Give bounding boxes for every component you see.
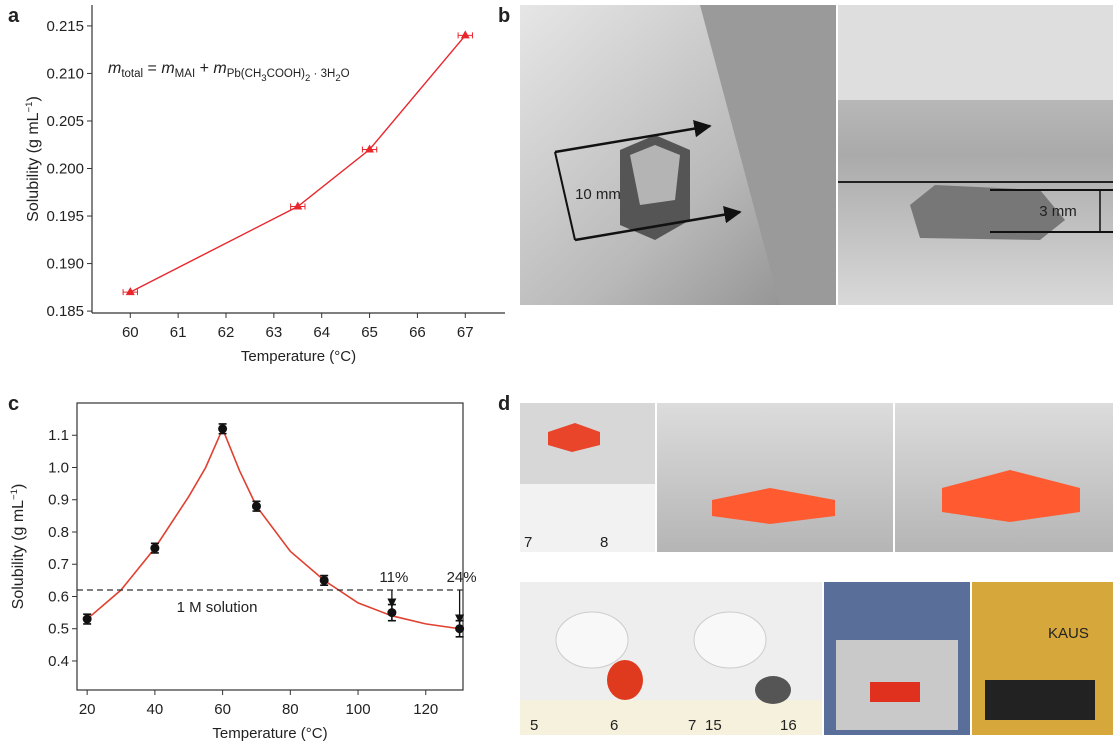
text-part: m	[108, 60, 121, 77]
x-tick-label: 120	[413, 701, 438, 718]
y-tick-label: 0.185	[46, 303, 84, 320]
text-part: MAI	[175, 68, 195, 80]
y-tick-label: 0.210	[46, 65, 84, 82]
x-tick-label: 64	[313, 324, 330, 341]
x-tick-label: 40	[147, 701, 164, 718]
text-part: Solubility (g mL	[10, 500, 27, 609]
y-tick-label: 0.4	[48, 653, 69, 670]
rich-text: mtotal = mMAI + mPb(CH3COOH)2 · 3H2O	[108, 60, 350, 84]
ruler-label: 6	[610, 717, 618, 734]
x-tick-label: 66	[409, 324, 426, 341]
x-axis-label: Temperature (°C)	[241, 348, 356, 365]
photo-d: 7 8 5 6 7 15 16 KAUS	[520, 403, 1113, 735]
panel-label: c	[8, 393, 19, 415]
photo-label: 3 mm	[1039, 203, 1077, 220]
data-point	[455, 624, 464, 633]
rich-text: Solubility (g mL−1)	[24, 96, 42, 222]
panel-label: d	[498, 393, 510, 415]
x-tick-label: 67	[457, 324, 474, 341]
x-tick-label: 60	[214, 701, 231, 718]
data-point	[387, 608, 396, 617]
text-part: m	[161, 60, 174, 77]
data-point	[252, 502, 261, 511]
x-tick-label: 63	[266, 324, 283, 341]
y-tick-label: 1.0	[48, 459, 69, 476]
text-part: O	[341, 68, 350, 80]
y-tick-label: 0.195	[46, 208, 84, 225]
x-tick-label: 65	[361, 324, 378, 341]
figure: 10 mm 3 mm 7 8 5 6 7 15 16 KAUS a b c d …	[0, 0, 1113, 745]
fit-curve	[87, 429, 459, 629]
data-point	[218, 424, 227, 433]
text-part: −1	[24, 102, 35, 113]
x-tick-label: 100	[346, 701, 371, 718]
ruler-label: 16	[780, 717, 797, 734]
drop-label: 24%	[447, 569, 477, 586]
text-part: =	[143, 60, 161, 77]
ruler-label: 8	[600, 534, 608, 551]
ruler-label: 7	[524, 534, 532, 551]
x-tick-label: 60	[122, 324, 139, 341]
text-part: Solubility (g mL	[25, 112, 42, 221]
y-tick-label: 0.8	[48, 524, 69, 541]
y-tick-label: 1.1	[48, 427, 69, 444]
y-tick-label: 0.215	[46, 18, 84, 35]
text-part: )	[10, 484, 27, 489]
photo-label: 10 mm	[575, 186, 621, 203]
text-part: )	[25, 96, 42, 101]
x-tick-label: 62	[218, 324, 235, 341]
data-point	[461, 30, 470, 38]
ruler-label: 15	[705, 717, 722, 734]
data-point	[150, 544, 159, 553]
data-point	[293, 202, 302, 210]
text-part: Pb(CH	[227, 68, 262, 80]
y-tick-label: 0.205	[46, 113, 84, 130]
text-part: −1	[9, 489, 20, 500]
photo-b: 10 mm 3 mm	[520, 5, 1113, 305]
ruler-label: 7	[688, 717, 696, 734]
data-point	[83, 615, 92, 624]
brand-label: KAUS	[1048, 625, 1089, 642]
reference-label: 1 M solution	[177, 599, 258, 616]
drop-label: 11%	[379, 569, 408, 586]
y-tick-label: 0.200	[46, 161, 84, 178]
x-tick-label: 80	[282, 701, 299, 718]
y-tick-label: 0.7	[48, 556, 69, 573]
plot-frame	[77, 403, 463, 690]
panel-label: b	[498, 5, 510, 27]
x-tick-label: 20	[79, 701, 96, 718]
y-tick-label: 0.5	[48, 621, 69, 638]
text-part: · 3H	[310, 68, 335, 80]
text-part: m	[213, 60, 226, 77]
text-part: COOH)	[267, 68, 306, 80]
ruler-label: 5	[530, 717, 538, 734]
data-point	[320, 576, 329, 585]
x-tick-label: 61	[170, 324, 187, 341]
y-tick-label: 0.6	[48, 588, 69, 605]
x-axis-label: Temperature (°C)	[212, 725, 327, 742]
text-part: +	[195, 60, 213, 77]
rich-text: Solubility (g mL−1)	[9, 484, 27, 610]
y-tick-label: 0.9	[48, 492, 69, 509]
text-part: total	[121, 68, 143, 80]
y-tick-label: 0.190	[46, 256, 84, 273]
panel-label: a	[8, 5, 20, 27]
